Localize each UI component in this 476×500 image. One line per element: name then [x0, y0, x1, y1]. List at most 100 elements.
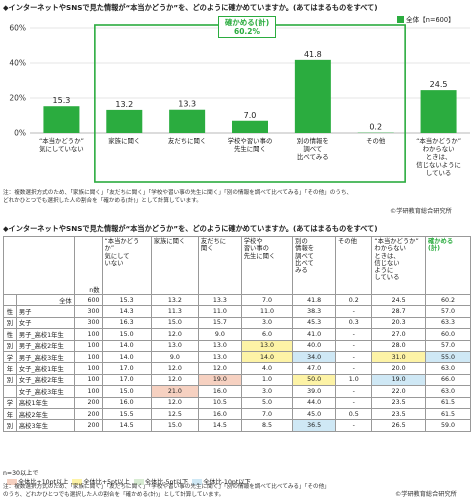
value-cell: 61.5 [424, 407, 472, 421]
n-cell: 100 [73, 362, 103, 375]
group-cell: 別 [3, 373, 17, 387]
credit-bottom: ©学研教育総合研究所 [395, 491, 457, 498]
header-cell: “本当かどうか” わからない ときは、 信じない ように している [371, 236, 426, 295]
category-label: 先生に聞く [234, 144, 266, 153]
value-cell: 11.0 [197, 305, 242, 318]
category-label: 家族に聞く [108, 136, 140, 145]
data-label: 0.2 [369, 123, 382, 132]
value-cell: 9.0 [150, 350, 199, 364]
bar [294, 59, 331, 133]
value-cell: 66.0 [424, 373, 472, 387]
n-cell: 100 [73, 339, 103, 352]
row-label: 女子_高校3年生 [15, 385, 75, 398]
row-label: 男子 [15, 305, 75, 318]
table-note: 注：複数選択方式のため、「家族に聞く」「友だちに聞く」「学校や習い事の先生に聞く… [3, 484, 330, 499]
value-cell: 6.0 [240, 328, 294, 341]
value-cell: 4.0 [240, 362, 294, 375]
value-cell: - [334, 328, 373, 341]
n-cell: 300 [73, 305, 103, 318]
header-cell: 家族に聞く [150, 236, 199, 295]
highlight-legend-items: 全体比+10pt以上 全体比+5pt以上 全体比-5pt以下 全体比-10pt以下 [3, 477, 251, 486]
table-row: 別女子 300 16.3 15.0 15.7 3.0 45.3 0.3 20.3 63.3 [3, 316, 472, 330]
value-cell: 12.0 [150, 373, 199, 387]
value-cell: 14.0 [240, 350, 294, 364]
table-row: 別高校3年生 200 14.5 15.0 14.5 8.5 36.5-26.5 59.0 [3, 419, 472, 432]
table-row: 別男子_高校2年生 100 14.0 13.0 13.0 13.0 40.0-28.0 57.… [3, 339, 472, 352]
value-cell: 7.0 [240, 293, 294, 307]
value-cell: 41.0 [292, 328, 336, 341]
value-cell: 15.7 [197, 316, 242, 330]
data-table: n数 “本当かどうか” 気にして いない 家族に聞く 友だちに 聞く 学校や 習い事の 先生に聞く… [3, 236, 472, 432]
value-cell: 9.0 [197, 328, 242, 341]
value-cell: 15.0 [101, 328, 152, 341]
row-label: 女子_高校1年生 [15, 362, 75, 375]
category-label: わからない [423, 145, 455, 153]
table-row: 別女子_高校2年生 100 17.0 12.0 19.0 1.0 50.0 1.0 19.0 66… [3, 373, 472, 387]
header-cell: “本当かどうか” 気にして いない [101, 236, 152, 295]
n-cell: 200 [73, 396, 103, 409]
value-cell: 15.5 [101, 407, 152, 421]
value-cell: 27.0 [371, 328, 426, 341]
value-cell: 13.0 [197, 350, 242, 364]
value-cell: 23.5 [371, 407, 426, 421]
highlight-label: 全体比-5pt以下 [144, 479, 189, 486]
value-cell: 12.0 [150, 328, 199, 341]
value-cell: 44.0 [292, 396, 336, 409]
value-cell: 38.3 [292, 305, 336, 318]
n-cell: 300 [73, 316, 103, 330]
value-cell: 63.0 [424, 362, 472, 375]
header-cell: 友だちに 聞く [197, 236, 242, 295]
data-label: 41.8 [304, 50, 322, 59]
category-label: している [426, 169, 451, 177]
row-label: 女子 [15, 316, 75, 330]
small-n-note: n=30以上で [3, 470, 39, 477]
bar [169, 109, 206, 133]
data-label: 13.2 [115, 100, 133, 109]
value-cell: 57.0 [424, 305, 472, 318]
value-cell: - [334, 350, 373, 364]
legend-label: 全体【n=600】 [406, 16, 455, 24]
y-tick-label: 60% [9, 24, 26, 33]
value-cell: 16.0 [101, 396, 152, 409]
value-cell: 3.0 [240, 385, 294, 398]
value-cell: 3.0 [240, 316, 294, 330]
value-cell: 12.5 [150, 407, 199, 421]
value-cell: 8.5 [240, 419, 294, 432]
value-cell: 19.0 [371, 373, 426, 387]
row-label: 全体 [15, 293, 75, 307]
category-label: 信じないように [416, 160, 461, 169]
n-cell: 100 [73, 385, 103, 398]
table-row: 性男子 300 14.3 11.3 11.0 11.0 38.3-28.7 57.0 [3, 305, 472, 318]
value-cell: - [334, 362, 373, 375]
category-label: 気にしていない [39, 144, 84, 153]
chart-legend: 全体【n=600】 [397, 14, 455, 24]
header-cell: 別の 情報を 調べて 比べて みる [292, 236, 336, 295]
highlight-swatch [7, 479, 17, 485]
category-label: 別の情報を [297, 136, 329, 145]
value-cell: 28.7 [371, 305, 426, 318]
value-cell: 7.0 [240, 407, 294, 421]
category-label: 調べて [303, 144, 322, 153]
group-cell [3, 293, 17, 307]
credit-top: ©学研教育総合研究所 [390, 208, 452, 215]
category-label: “本当かどうか” [416, 136, 461, 145]
chart-title: ◆インターネットやSNSで見た情報が“本当かどうか”を、どのように確かめています… [3, 3, 378, 12]
category-label: 学校や習い事の [228, 136, 273, 145]
value-cell: 17.0 [101, 362, 152, 375]
value-cell: 14.5 [101, 419, 152, 432]
table-row: 学男子_高校3年生 100 14.0 9.0 13.0 14.0 34.0-31.0 55.0 [3, 350, 472, 364]
value-cell: 12.0 [150, 362, 199, 375]
table-row: 性男子_高校1年生 100 15.0 12.0 9.0 6.0 41.0-27.0 60.0 [3, 328, 472, 341]
value-cell: 14.0 [101, 339, 152, 352]
value-cell: 55.0 [424, 350, 472, 364]
value-cell: 13.3 [197, 293, 242, 307]
value-cell: 15.0 [150, 316, 199, 330]
value-cell: 50.0 [292, 373, 336, 387]
value-cell: 0.2 [334, 293, 373, 307]
value-cell: 45.3 [292, 316, 336, 330]
value-cell: - [334, 339, 373, 352]
highlight-swatch [72, 479, 83, 485]
highlight-label: 全体比+5pt以上 [83, 479, 130, 486]
n-cell: 100 [73, 373, 103, 387]
note-line-2: どれかひとつでも選択した人の割合を「確かめる(計)」として計算しています。 [3, 197, 202, 204]
